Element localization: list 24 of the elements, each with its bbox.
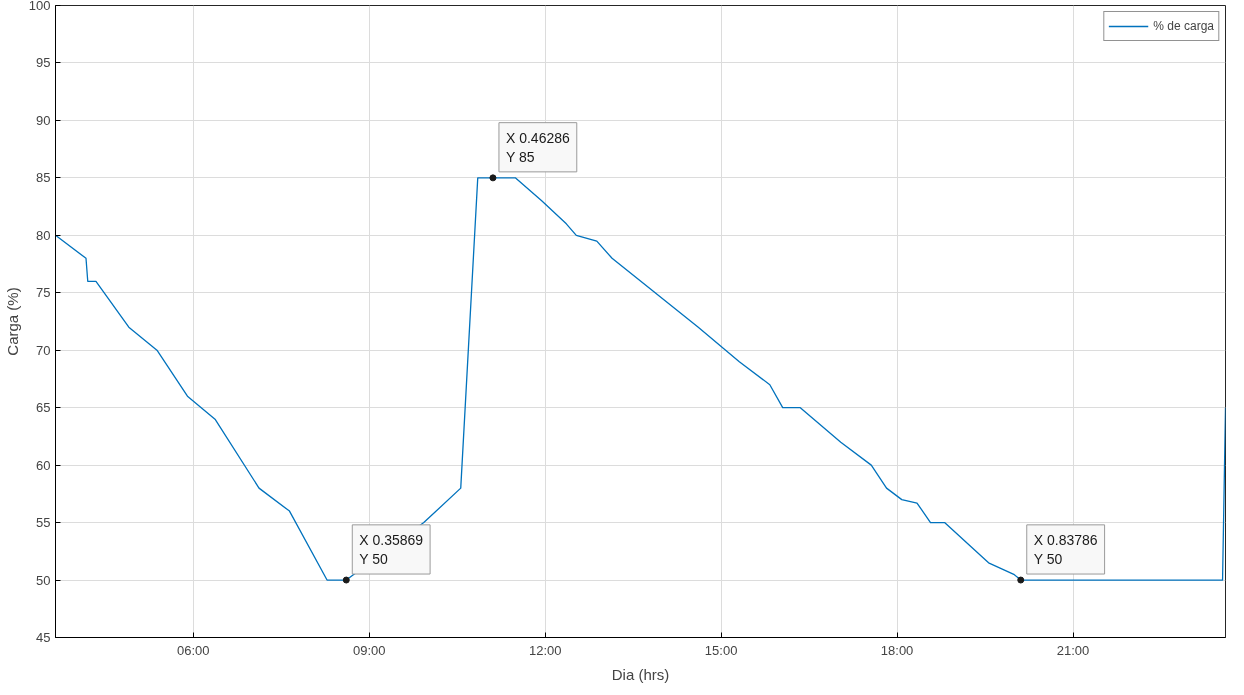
y-tick-label: 90: [36, 112, 51, 128]
y-tick-label: 80: [36, 227, 51, 243]
x-tick-label: 21:00: [1056, 642, 1090, 658]
legend-label: % de carga: [1153, 19, 1214, 33]
y-tick-label: 85: [36, 170, 51, 186]
y-tick-label: 70: [36, 342, 51, 358]
y-tick-label: 65: [36, 400, 51, 416]
y-tick-label: 95: [36, 55, 51, 71]
y-tick-label: 55: [36, 515, 51, 531]
y-tick-label: 60: [36, 457, 51, 473]
x-tick-label: 09:00: [352, 642, 386, 658]
annotation: X 0.46286 Y 85: [505, 129, 570, 165]
annotation: X 0.35869 Y 50: [359, 531, 424, 568]
y-tick-label: 75: [36, 285, 51, 301]
y-tick-label: 100: [28, 0, 51, 13]
x-tick-label: 12:00: [528, 642, 562, 658]
y-tick-label: 50: [36, 572, 51, 588]
x-tick-label: 06:00: [177, 642, 210, 658]
x-tick-label: 15:00: [704, 642, 738, 658]
x-tick-label: 18:00: [880, 642, 914, 658]
x-axis-title: Dia (hrs): [611, 665, 670, 683]
y-tick-label: 45: [36, 630, 51, 645]
y-axis-title: Carga (%): [3, 287, 21, 356]
annotation: X 0.83786 Y 50: [1033, 531, 1098, 568]
